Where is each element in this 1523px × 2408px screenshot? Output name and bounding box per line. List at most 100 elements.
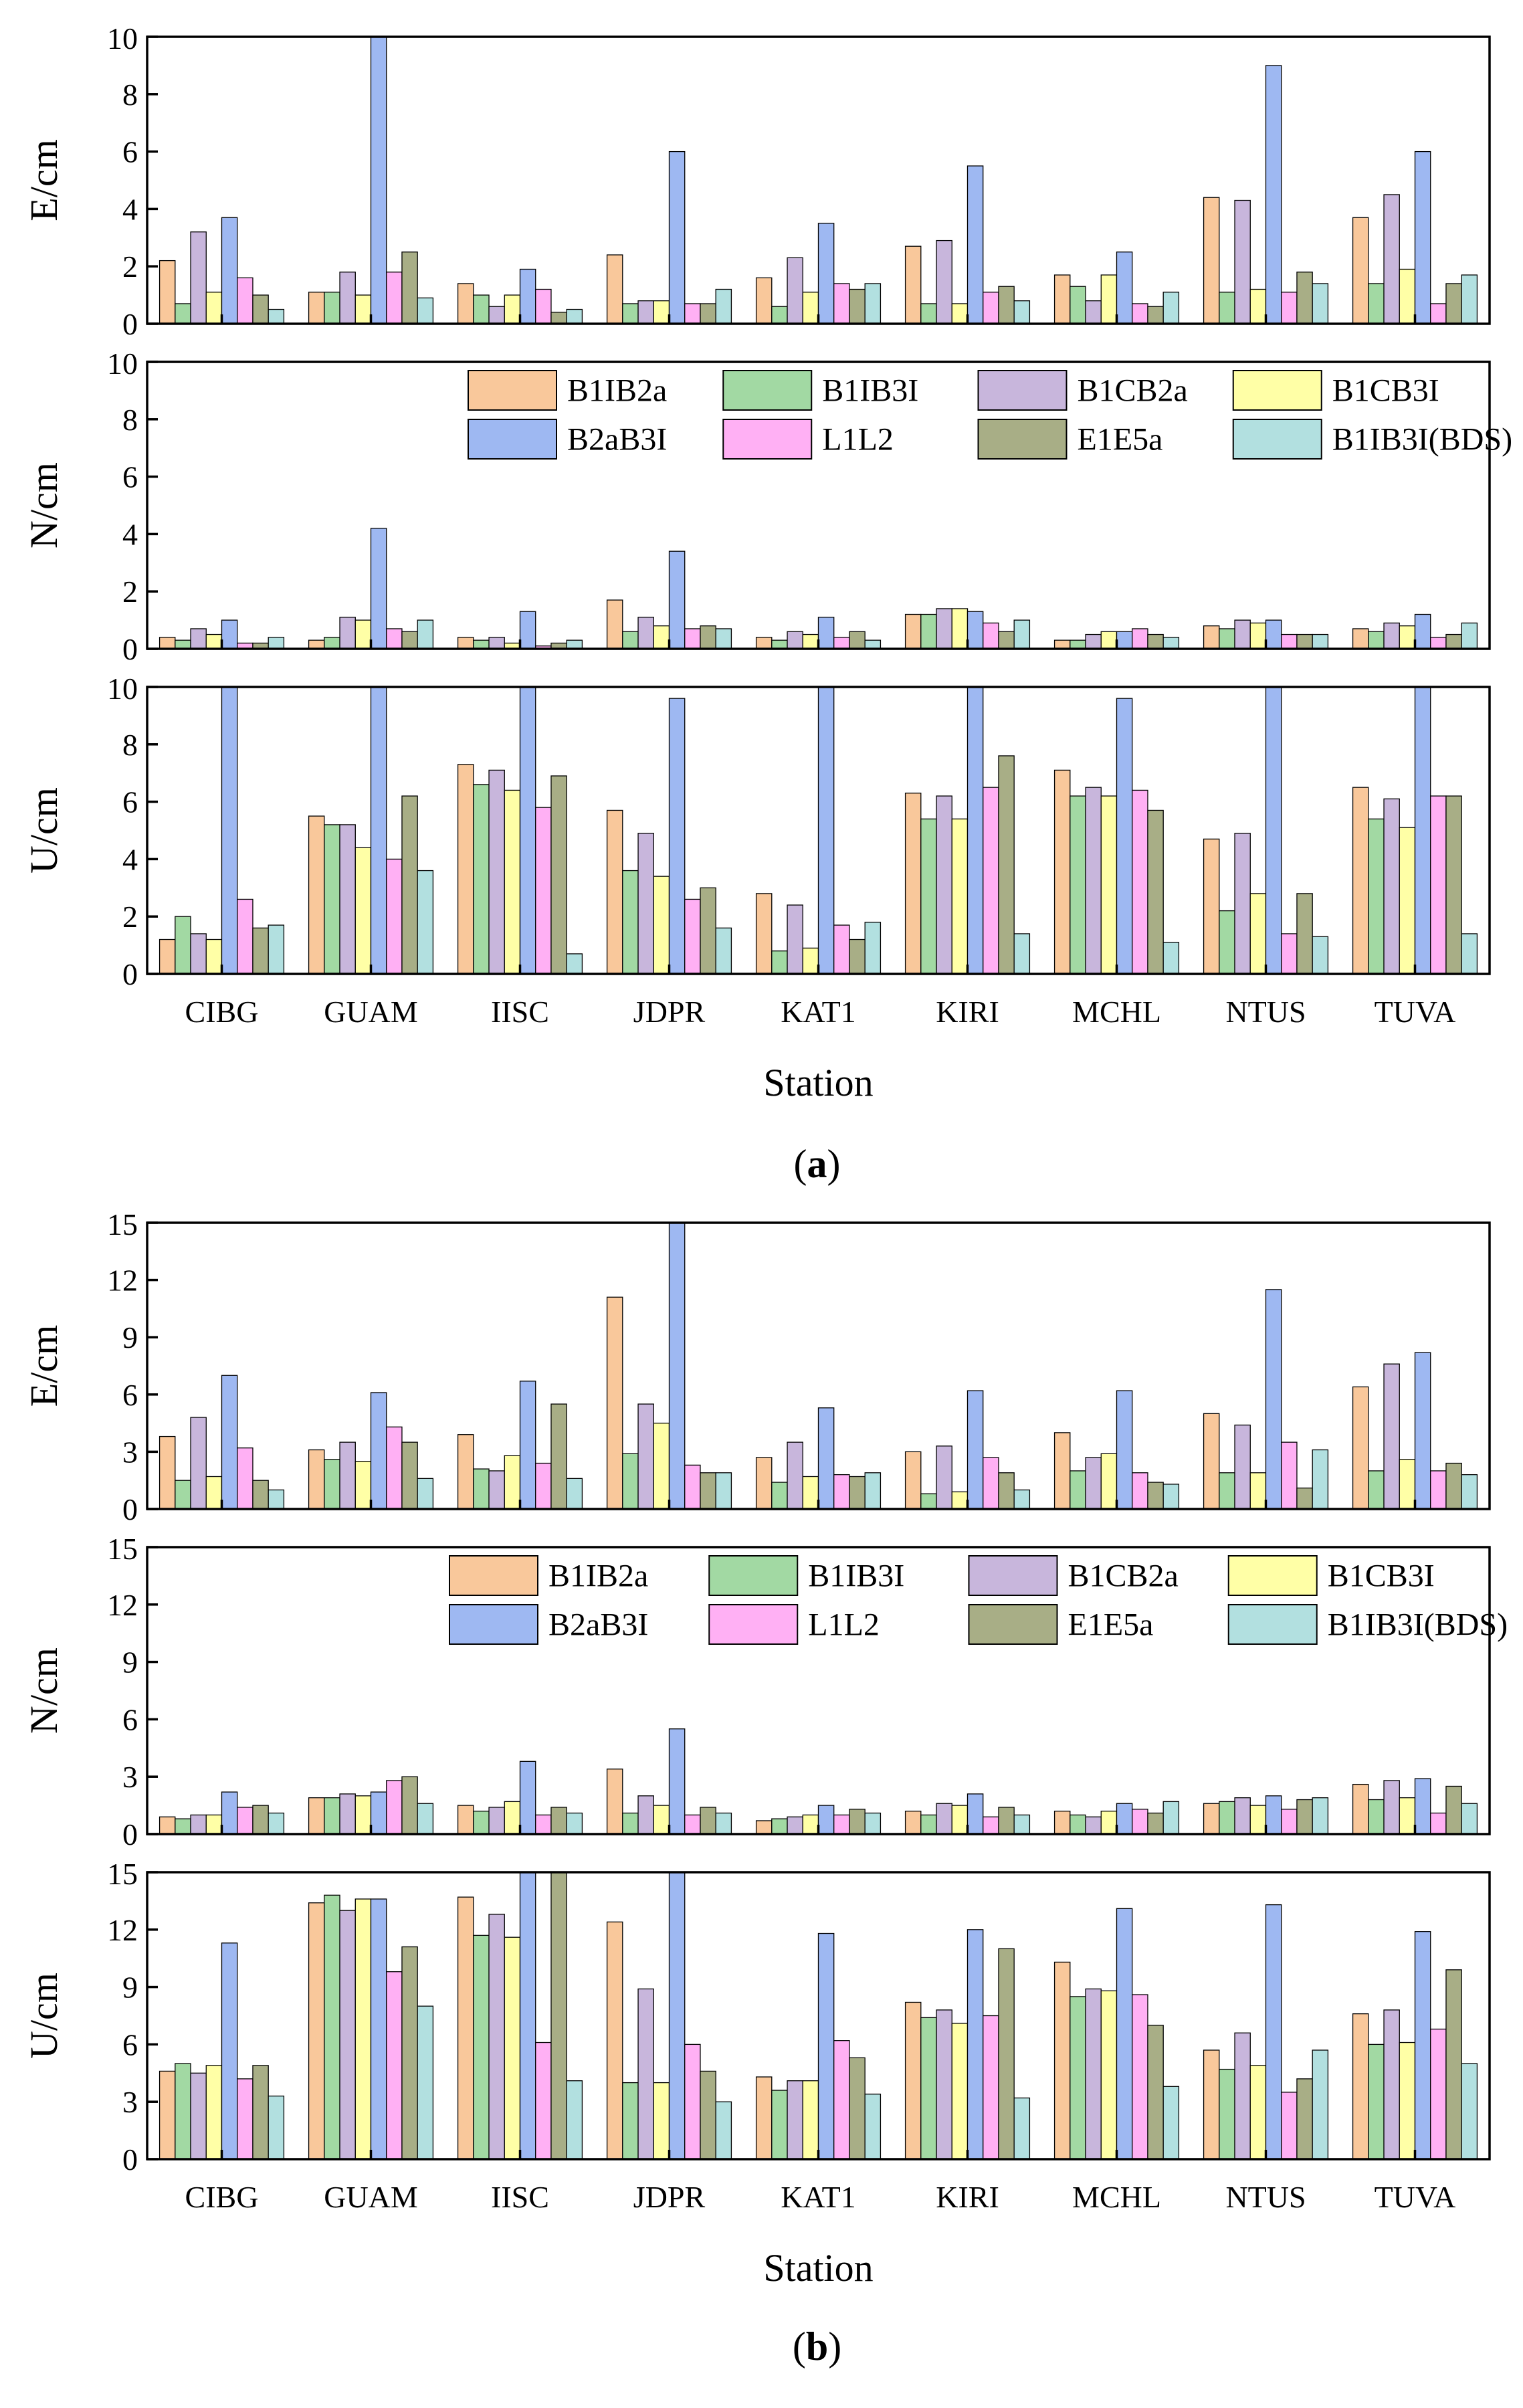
bar-B1IB2a-GUAM xyxy=(308,292,325,324)
bar-L1L2-IISC xyxy=(535,807,552,975)
bar-B1IB3I-CIBG xyxy=(175,1480,191,1510)
bar-B1IB2a-TUVA xyxy=(1352,787,1369,975)
bar-B1IB3I-GUAM xyxy=(324,1797,340,1835)
bar-L1L2-NTUS xyxy=(1281,2092,1298,2160)
bar-B1IB3I(BDS)-NTUS xyxy=(1312,1449,1329,1510)
bar-B1IB2a-KIRI xyxy=(904,2001,922,2160)
bar-E1E5a-KAT1 xyxy=(849,1809,866,1835)
bar-B1CB3I-JDPR xyxy=(653,625,670,649)
bar-L1L2-JDPR xyxy=(684,1814,701,1835)
bar-B2aB3I-KAT1 xyxy=(817,617,835,649)
bar-B1IB2a-KAT1 xyxy=(755,637,773,649)
bar-E1E5a-MCHL xyxy=(1147,306,1164,324)
bar-B1IB3I-KIRI xyxy=(920,613,937,649)
bar-L1L2-JDPR xyxy=(684,1464,701,1510)
bar-B1IB3I-KAT1 xyxy=(771,306,788,324)
bar-B1CB3I-TUVA xyxy=(1399,2041,1416,2160)
bar-B1IB3I(BDS)-IISC xyxy=(566,639,583,649)
bar-E1E5a-JDPR xyxy=(700,2070,716,2160)
bar-E1E5a-GUAM xyxy=(401,1946,418,2160)
bar-B2aB3I-KIRI xyxy=(967,1390,984,1510)
bar-B1IB3I(BDS)-CIBG xyxy=(268,1489,285,1510)
y-tick-label: 4 xyxy=(122,192,138,226)
bar-B1CB2a-KIRI xyxy=(936,1803,952,1835)
bar-B1IB3I(BDS)-KIRI xyxy=(1013,933,1031,975)
bar-B1IB3I(BDS)-CIBG xyxy=(268,1812,285,1835)
bar-B1CB2a-TUVA xyxy=(1383,194,1400,324)
panel-b-n: 0 3 6 9 12 15 N/cm B1IB2a B1IB3I B1CB2a B1CB3I B2aB… xyxy=(22,1532,1508,1851)
bar-B1CB3I-IISC xyxy=(504,294,521,324)
bar-B1CB2a-KIRI xyxy=(936,1445,952,1510)
bar-L1L2-NTUS xyxy=(1281,1809,1298,1835)
bar-B1IB2a-JDPR xyxy=(606,254,623,324)
bar-B1IB3I-IISC xyxy=(473,1934,490,2160)
bar-B1CB2a-IISC xyxy=(488,1914,505,2160)
bar-B1IB3I(BDS)-KAT1 xyxy=(864,639,882,649)
bar-B1IB3I-MCHL xyxy=(1070,1814,1086,1835)
bar-E1E5a-KAT1 xyxy=(849,938,866,975)
bar-B1IB3I(BDS)-KAT1 xyxy=(864,1812,882,1835)
bar-E1E5a-KIRI xyxy=(998,1807,1015,1835)
bar-B2aB3I-KAT1 xyxy=(817,1932,835,2160)
bar-B1CB2a-TUVA xyxy=(1383,1780,1400,1835)
legend-swatch-B1CB3I xyxy=(1232,370,1322,411)
bar-B1CB3I-MCHL xyxy=(1100,274,1118,324)
bar-B1CB2a-KAT1 xyxy=(787,904,803,975)
bar-L1L2-KIRI xyxy=(983,787,999,975)
bar-B1IB3I-NTUS xyxy=(1219,1801,1235,1835)
bar-B1IB2a-IISC xyxy=(457,1896,474,2160)
bar-B1CB3I-MCHL xyxy=(1100,795,1118,975)
bar-B2aB3I-CIBG xyxy=(221,217,238,324)
bar-B1IB3I-GUAM xyxy=(324,824,340,975)
legend-label: B1CB3I xyxy=(1328,1559,1435,1594)
bar-B1IB2a-MCHL xyxy=(1053,1961,1071,2160)
bar-E1E5a-TUVA xyxy=(1445,1462,1462,1510)
y-tick-label: 12 xyxy=(107,1264,138,1298)
bar-E1E5a-CIBG xyxy=(252,2065,269,2160)
bar-B1IB2a-KIRI xyxy=(904,1811,922,1835)
bar-B2aB3I-KAT1 xyxy=(817,1805,835,1835)
bar-B1CB2a-GUAM xyxy=(339,1441,356,1510)
bar-E1E5a-IISC xyxy=(550,1872,567,2160)
figure-b: 0 3 6 9 12 15 E/cm 0 3 6 9 12 15 N/cm B1IB2a B1IB3I B1CB… xyxy=(22,1207,1508,2369)
y-tick-label: 3 xyxy=(122,1760,138,1794)
bar-L1L2-MCHL xyxy=(1132,1472,1148,1510)
legend-label: B1IB3I xyxy=(808,1559,904,1594)
bar-B1IB3I-TUVA xyxy=(1368,631,1385,649)
bar-L1L2-IISC xyxy=(535,1814,552,1835)
bar-B2aB3I-JDPR xyxy=(668,550,686,649)
legend-swatch-B1IB2a xyxy=(449,1555,538,1596)
bar-L1L2-CIBG xyxy=(237,1447,253,1510)
y-tick-label: 10 xyxy=(107,21,138,56)
bar-B2aB3I-GUAM xyxy=(370,1791,387,1835)
bar-B1IB2a-GUAM xyxy=(308,639,325,649)
bar-B1CB3I-JDPR xyxy=(653,1422,670,1510)
bar-B1CB2a-GUAM xyxy=(339,272,356,324)
bar-B1CB2a-KAT1 xyxy=(787,257,803,324)
bar-B1CB2a-IISC xyxy=(488,1807,505,1835)
bar-L1L2-GUAM xyxy=(386,1780,403,1835)
bar-B1IB3I(BDS)-GUAM xyxy=(417,870,434,975)
bar-E1E5a-JDPR xyxy=(700,887,716,975)
bar-L1L2-TUVA xyxy=(1430,637,1447,649)
bar-B2aB3I-CIBG xyxy=(221,1375,238,1510)
bar-B1CB2a-NTUS xyxy=(1234,199,1251,324)
bar-B1IB3I(BDS)-CIBG xyxy=(268,924,285,975)
bar-B1CB2a-MCHL xyxy=(1085,787,1102,975)
legend-label: E1E5a xyxy=(1068,1607,1154,1643)
bar-B1IB3I(BDS)-KIRI xyxy=(1013,2097,1031,2160)
bar-B1IB3I-TUVA xyxy=(1368,1470,1385,1510)
bar-B1IB2a-MCHL xyxy=(1053,1811,1071,1835)
x-tick-label: CIBG xyxy=(185,2180,259,2214)
bar-B1CB2a-GUAM xyxy=(339,1793,356,1835)
bar-B1IB3I-IISC xyxy=(473,1811,490,1835)
bar-B1IB3I-CIBG xyxy=(175,303,191,324)
bar-B1IB2a-KAT1 xyxy=(755,277,773,324)
bar-B1CB3I-NTUS xyxy=(1249,893,1267,975)
bar-B2aB3I-IISC xyxy=(519,1381,536,1510)
bar-B1IB2a-NTUS xyxy=(1203,2049,1220,2160)
y-tick-label: 9 xyxy=(122,1645,138,1680)
bar-B1CB2a-KIRI xyxy=(936,608,952,649)
bar-B2aB3I-MCHL xyxy=(1116,1390,1133,1510)
bar-B2aB3I-NTUS xyxy=(1265,1795,1282,1835)
